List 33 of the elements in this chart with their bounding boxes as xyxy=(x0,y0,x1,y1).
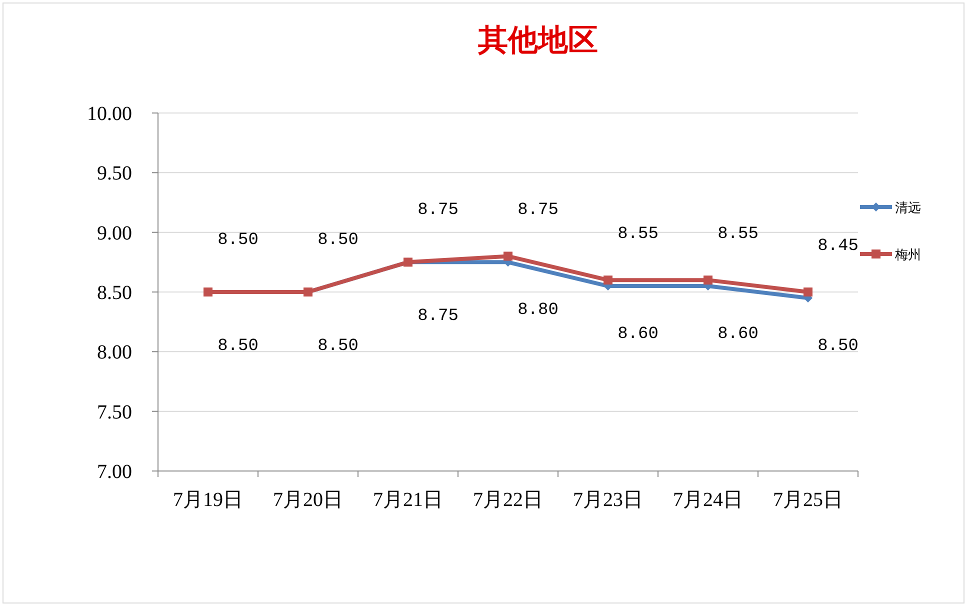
title: 其他地区 xyxy=(478,24,598,57)
data-label: 8.55 xyxy=(718,225,758,244)
xtick: 7月19日 xyxy=(173,489,243,511)
xtick: 7月25日 xyxy=(773,489,843,511)
ytick: 8.00 xyxy=(97,342,132,364)
ytick: 7.00 xyxy=(97,461,132,483)
xtick: 7月20日 xyxy=(273,489,343,511)
data-label: 8.75 xyxy=(418,201,458,220)
data-label: 8.50 xyxy=(818,337,858,356)
ytick: 9.50 xyxy=(97,162,132,185)
data-label: 8.45 xyxy=(818,236,858,256)
data-label: 8.55 xyxy=(618,225,658,244)
data-label: 8.50 xyxy=(218,337,258,356)
xtick: 7月22日 xyxy=(473,489,543,511)
data-label: 8.50 xyxy=(318,337,358,356)
data-label: 8.50 xyxy=(318,231,358,250)
xtick: 7月23日 xyxy=(573,489,643,511)
data-label: 8.80 xyxy=(518,301,558,320)
data-label: 8.50 xyxy=(218,231,258,250)
data-label: 8.75 xyxy=(518,201,558,220)
ytick: 8.50 xyxy=(97,282,132,304)
ytick: 9.00 xyxy=(97,222,132,244)
data-label: 8.60 xyxy=(718,325,758,344)
ytick: 7.50 xyxy=(97,401,132,424)
data-label: 8.60 xyxy=(618,325,658,344)
legend-item: 清远 xyxy=(860,200,921,215)
xtick: 7月24日 xyxy=(673,489,743,511)
legend-label: 清远 xyxy=(895,200,921,215)
xtick: 7月21日 xyxy=(373,489,443,511)
ytick: 10.00 xyxy=(87,103,132,125)
legend-item: 梅州 xyxy=(860,247,921,262)
legend-label: 梅州 xyxy=(894,247,921,262)
data-label: 8.75 xyxy=(418,307,458,326)
